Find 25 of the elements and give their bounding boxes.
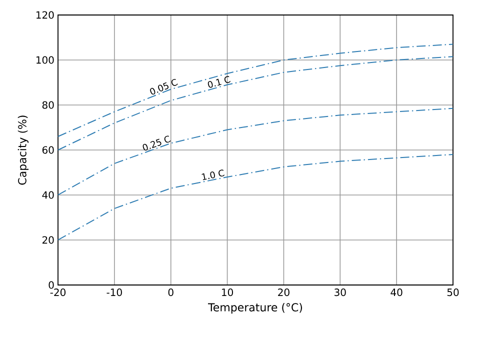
line-series bbox=[58, 154, 454, 240]
x-axis-title: Temperature (°C) bbox=[208, 302, 302, 314]
text: 0.05 C bbox=[150, 78, 178, 95]
y-tick-label: 80 bbox=[42, 101, 54, 109]
x-tick-label: 50 bbox=[447, 288, 459, 296]
y-tick-label: 60 bbox=[42, 146, 54, 154]
x-tick-label: 0 bbox=[168, 288, 174, 296]
text: 0.25 C bbox=[142, 136, 171, 151]
y-axis-title: Capacity (%) bbox=[18, 116, 29, 185]
text: 1.0 C bbox=[202, 170, 224, 180]
x-tick-label: 30 bbox=[334, 288, 346, 296]
y-tick-label: 40 bbox=[42, 191, 54, 199]
line-series bbox=[58, 56, 454, 150]
line-series bbox=[58, 44, 454, 137]
x-tick-label: 40 bbox=[390, 288, 402, 296]
x-tick-label: -10 bbox=[106, 288, 122, 296]
line-series bbox=[58, 108, 454, 196]
y-tick-label: 20 bbox=[42, 236, 54, 244]
y-tick-label: 0 bbox=[48, 281, 54, 289]
x-tick-label: 10 bbox=[222, 288, 233, 296]
x-tick-label: -20 bbox=[50, 288, 66, 296]
y-tick-label: 100 bbox=[36, 56, 54, 64]
text: 0.1 C bbox=[208, 76, 230, 88]
y-tick-label: 120 bbox=[36, 11, 54, 19]
x-tick-label: 20 bbox=[278, 288, 290, 296]
